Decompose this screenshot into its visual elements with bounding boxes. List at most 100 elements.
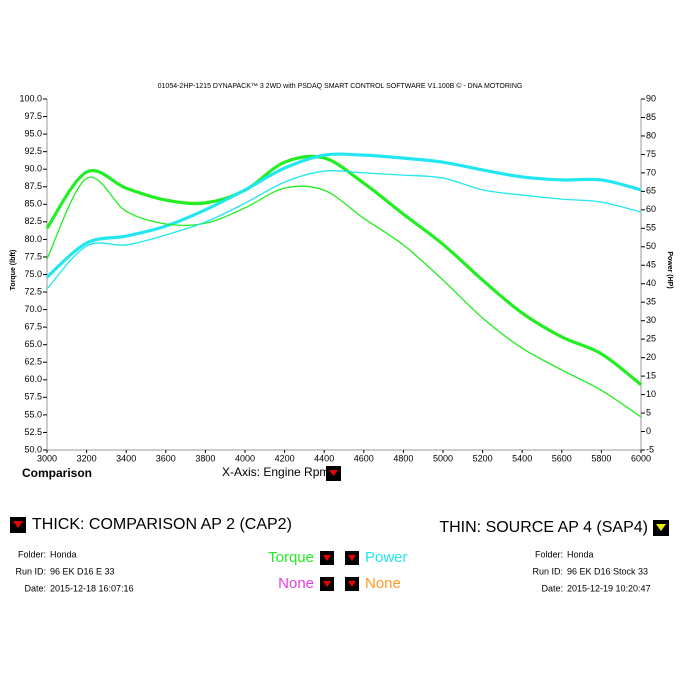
x-tick-label: 3800 [195,453,215,463]
series-line [45,154,642,386]
y2-tick-label: 55 [646,223,656,233]
y2-tick-label: 60 [646,204,656,214]
y-tick-label: 50.0 [24,444,42,454]
y-tick-label: 85.0 [24,199,42,209]
x-tick-label: 4400 [314,453,334,463]
y2-tick-label: 70 [646,167,656,177]
corner-label: Comparison [22,466,92,480]
x-axis-label: X-Axis: Engine Rpm [222,465,329,479]
y2-tick-label: 65 [646,186,656,196]
y-tick-label: 57.5 [24,392,42,402]
y-tick-label: 77.5 [24,251,42,261]
y2-tick-label: 45 [646,260,656,270]
x-tick-label: 4200 [275,453,295,463]
x-axis-selector[interactable] [326,466,341,481]
y-tick-label: 90.0 [24,164,42,174]
y2-axis-label: Power (HP) [666,251,673,288]
x-tick-label: 3000 [37,453,57,463]
thick-label: THICK: COMPARISON AP 2 (CAP2) [32,516,292,533]
thick-selector[interactable] [10,517,26,533]
y2-tick-label: -5 [646,444,654,454]
thin-selector[interactable] [653,520,669,536]
y-tick-label: 70.0 [24,304,42,314]
selector-arrow [323,581,331,587]
x-tick-label: 3200 [77,453,97,463]
y2-tick-label: 30 [646,315,656,325]
series-line [45,152,642,279]
y2-tick-label: 85 [646,112,656,122]
channel-selector[interactable] [345,577,359,591]
selector-arrow [329,470,338,476]
y2-tick-label: 15 [646,370,656,380]
date-label: Date: [24,583,46,593]
date-value: 2015-12-18 16:07:16 [50,583,134,593]
run-label: Run ID: [15,566,46,576]
y2-tick-label: 40 [646,278,656,288]
x-tick-label: 4600 [354,453,374,463]
channel-selector[interactable] [345,551,359,565]
selector-arrow [348,581,356,587]
y2-tick-label: 90 [646,93,656,103]
date-value: 2015-12-19 10:20:47 [567,583,651,593]
channel-label: Torque [268,549,314,566]
y-tick-label: 92.5 [24,146,42,156]
y-tick-label: 95.0 [24,128,42,138]
y-tick-label: 87.5 [24,181,42,191]
selector-arrow [323,555,331,561]
channel-selector[interactable] [320,551,334,565]
y-axis-label: Torque (lbft) [10,250,17,291]
y-tick-label: 97.5 [24,111,42,121]
y2-tick-label: 0 [646,426,651,436]
x-tick-label: 5800 [591,453,611,463]
y-tick-label: 82.5 [24,216,42,226]
series-line [46,169,642,290]
x-tick-label: 5400 [512,453,532,463]
y-tick-label: 52.5 [24,427,42,437]
y-tick-label: 55.0 [24,409,42,419]
y-tick-label: 67.5 [24,322,42,332]
y2-tick-label: 80 [646,130,656,140]
selector-arrow [348,555,356,561]
y2-tick-label: 75 [646,149,656,159]
run-label: Run ID: [532,566,563,576]
channel-label: Power [365,549,408,566]
channel-label: None [278,575,314,592]
folder-label: Folder: [535,549,563,559]
x-tick-label: 4800 [393,453,413,463]
folder-label: Folder: [18,549,46,559]
y-tick-label: 60.0 [24,374,42,384]
thin-label: THIN: SOURCE AP 4 (SAP4) [439,519,648,536]
date-label: Date: [541,583,563,593]
y2-tick-label: 50 [646,241,656,251]
x-tick-label: 3600 [156,453,176,463]
x-tick-label: 5000 [433,453,453,463]
x-tick-label: 3400 [116,453,136,463]
y-tick-label: 72.5 [24,286,42,296]
y2-tick-label: 20 [646,352,656,362]
y2-tick-label: 25 [646,334,656,344]
run-value: 96 EK D16 E 33 [50,566,115,576]
y-tick-label: 75.0 [24,269,42,279]
channel-selector[interactable] [320,577,334,591]
series-line [46,176,642,418]
y-tick-label: 62.5 [24,357,42,367]
selector-arrow [656,524,666,531]
selector-arrow [13,521,23,528]
x-tick-label: 5200 [473,453,493,463]
y-tick-label: 65.0 [24,339,42,349]
x-tick-label: 6000 [631,453,651,463]
y-tick-label: 100.0 [19,93,42,103]
y2-tick-label: 10 [646,389,656,399]
channel-label: None [365,575,401,592]
x-tick-label: 4000 [235,453,255,463]
run-value: 96 EK D16 Stock 33 [567,566,648,576]
y2-tick-label: 35 [646,297,656,307]
x-tick-label: 5600 [552,453,572,463]
folder-value: Honda [50,549,77,559]
folder-value: Honda [567,549,594,559]
y-tick-label: 80.0 [24,234,42,244]
y2-tick-label: 5 [646,407,651,417]
chart-title: 01054-2HP-1215 DYNAPACK™ 3 2WD with PSDA… [158,82,523,90]
